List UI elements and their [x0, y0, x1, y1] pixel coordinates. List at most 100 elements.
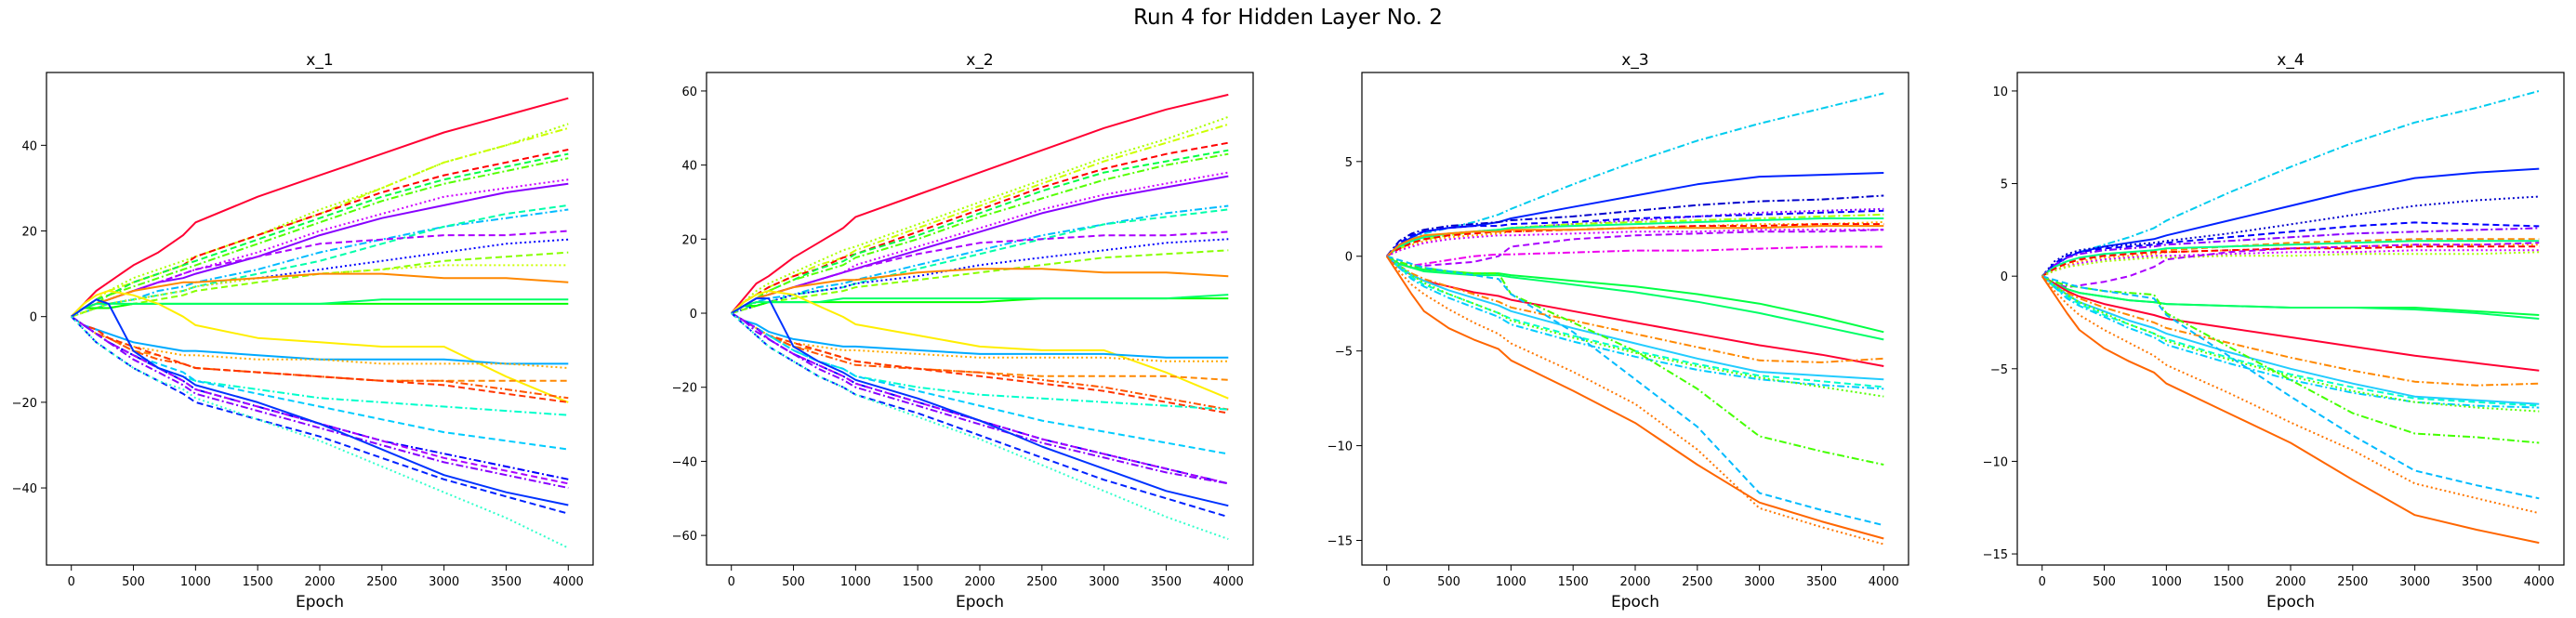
- y-tick-label: 0: [30, 311, 37, 325]
- series-line-4: [1386, 207, 1884, 257]
- series-line-19: [71, 315, 569, 365]
- x-tick-label: 2000: [304, 575, 335, 589]
- figure-title: Run 4 for Hidden Layer No. 2: [1133, 6, 1443, 30]
- series-line-23: [731, 312, 1229, 411]
- x-axis-label: Epoch: [956, 593, 1004, 611]
- x-tick-label: 3000: [429, 575, 459, 589]
- series-line-5: [2041, 227, 2540, 277]
- series-line-14: [2041, 275, 2540, 320]
- series-line-24: [731, 312, 1229, 455]
- series-line-7: [1386, 217, 1884, 257]
- y-tick-label: −15: [1983, 548, 2008, 562]
- series-line-24: [2041, 275, 2540, 545]
- x-tick-label: 3000: [1089, 575, 1119, 589]
- series-line-22: [2041, 275, 2540, 500]
- chart-panel-x-3: 0 500 1000 1500 2000 2500 3000 3500 4000 −15 −10 −5…: [1328, 51, 1909, 611]
- series-line-26: [71, 315, 569, 480]
- x-tick-label: 0: [2039, 575, 2046, 589]
- x-tick-label: 2500: [2337, 575, 2368, 589]
- y-tick-label: 0: [2001, 270, 2008, 284]
- x-tick-label: 1000: [840, 575, 871, 589]
- series-group: [70, 97, 569, 549]
- series-line-27: [731, 312, 1229, 485]
- series-line-22: [1386, 255, 1884, 466]
- x-axis-label: Epoch: [296, 593, 344, 611]
- x-tick-label: 3000: [2399, 575, 2430, 589]
- series-line-10: [731, 208, 1229, 314]
- series-line-8: [2041, 243, 2540, 278]
- y-tick-label: −10: [1983, 455, 2008, 469]
- series-line-30: [70, 316, 569, 515]
- x-tick-label: 1000: [1496, 575, 1526, 589]
- x-tick-label: 500: [1437, 575, 1460, 589]
- series-group: [730, 93, 1229, 541]
- y-tick-label: 0: [690, 308, 697, 322]
- chart-panel-x-4: 0 500 1000 1500 2000 2500 3000 3500 4000 −15 −10 −5…: [1983, 51, 2565, 611]
- series-line-15: [2041, 275, 2540, 372]
- series-line-20: [2041, 275, 2540, 413]
- x-tick-label: 2500: [1682, 575, 1712, 589]
- x-tick-label: 3500: [2462, 575, 2492, 589]
- x-tick-label: 500: [782, 575, 805, 589]
- y-tick-label: −20: [12, 397, 37, 411]
- series-line-9: [71, 208, 569, 318]
- y-tick-label: 20: [21, 226, 37, 240]
- y-tick-label: 0: [1345, 251, 1353, 265]
- series-line-13: [1386, 229, 1884, 269]
- series-line-16: [71, 302, 569, 318]
- y-tick-label: 10: [1992, 85, 2008, 99]
- x-tick-label: 4000: [1869, 575, 1899, 589]
- x-tick-label: 0: [68, 575, 75, 589]
- series-line-25: [71, 315, 569, 451]
- series-line-21: [731, 312, 1229, 411]
- series-line-2: [2041, 167, 2540, 277]
- plot-frame: [706, 72, 1254, 566]
- series-line-7: [2041, 240, 2540, 278]
- x-tick-label: 2000: [1619, 575, 1650, 589]
- series-line-6: [731, 152, 1229, 314]
- series-line-15: [1386, 255, 1884, 341]
- x-tick-label: 0: [1383, 575, 1391, 589]
- series-line-18: [70, 290, 569, 403]
- series-line-12: [1386, 245, 1884, 267]
- series-line-19: [2041, 275, 2540, 409]
- y-tick-label: −40: [672, 455, 697, 469]
- y-tick-label: 60: [681, 85, 697, 99]
- series-line-3: [1385, 194, 1884, 257]
- series-line-2: [731, 115, 1229, 314]
- y-tick-label: −10: [1328, 440, 1353, 454]
- series-line-21: [1386, 255, 1884, 398]
- series-line-13: [2041, 275, 2540, 316]
- y-tick-label: −5: [1335, 346, 1353, 360]
- y-tick-label: −15: [1328, 535, 1353, 549]
- series-line-11: [71, 230, 569, 318]
- x-tick-label: 2000: [964, 575, 995, 589]
- x-tick-label: 0: [728, 575, 735, 589]
- series-group: [1385, 92, 1884, 546]
- series-line-17: [731, 290, 1229, 400]
- x-tick-label: 1500: [2213, 575, 2244, 589]
- plot-frame: [46, 72, 594, 566]
- chart-panel-x-2: 0 500 1000 1500 2000 2500 3000 3500 4000 −60 −40 −2…: [672, 51, 1254, 611]
- panel-title: x_1: [306, 51, 333, 70]
- series-group: [2041, 89, 2540, 545]
- y-tick-label: −20: [672, 382, 697, 396]
- series-line-9: [1386, 223, 1884, 257]
- panel-title: x_3: [1621, 51, 1648, 70]
- x-tick-label: 3000: [1744, 575, 1775, 589]
- series-line-18: [731, 312, 1229, 359]
- series-line-7: [731, 171, 1229, 314]
- series-line-17: [1386, 255, 1884, 363]
- series-line-11: [2041, 251, 2540, 278]
- series-line-12: [2041, 242, 2540, 289]
- panel-title: x_2: [966, 51, 993, 70]
- series-line-16: [2041, 275, 2540, 387]
- series-line-6: [71, 157, 569, 318]
- series-line-24: [1386, 255, 1884, 527]
- series-line-21: [2041, 275, 2540, 444]
- x-tick-label: 1500: [1558, 575, 1589, 589]
- series-line-26: [731, 312, 1229, 485]
- y-tick-label: 5: [2001, 178, 2008, 192]
- x-tick-label: 500: [122, 575, 145, 589]
